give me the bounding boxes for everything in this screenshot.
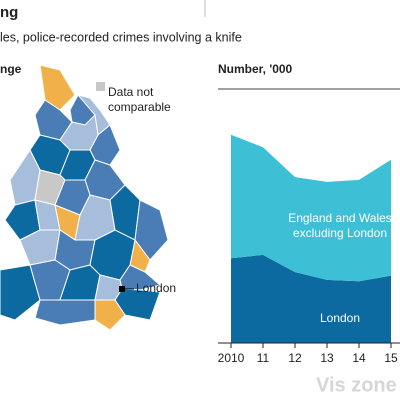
- series-label: London: [319, 311, 361, 325]
- map-legend-title: nge: [0, 62, 22, 76]
- area: [231, 254, 391, 343]
- x-tick-label: 11: [257, 351, 270, 365]
- legend-swatch: [96, 82, 105, 91]
- map-label: London: [136, 281, 176, 295]
- map: [0, 64, 169, 331]
- london-marker: [119, 286, 125, 292]
- title: ng: [0, 4, 18, 21]
- x-tick-label: 15: [384, 351, 398, 365]
- series-label: England and Wales excluding London: [288, 211, 392, 240]
- x-tick-label: 14: [352, 351, 366, 365]
- axis-label: Number, '000: [218, 62, 293, 76]
- x-tick-label: 12: [288, 351, 302, 365]
- watermark: Vis zone: [316, 374, 397, 396]
- subtitle: les, police-recorded crimes involving a …: [0, 30, 242, 44]
- legend-item: Data not comparable: [108, 85, 171, 114]
- x-tick-label: 13: [320, 351, 334, 365]
- area: [231, 134, 391, 282]
- x-tick-label: 2010: [218, 351, 245, 365]
